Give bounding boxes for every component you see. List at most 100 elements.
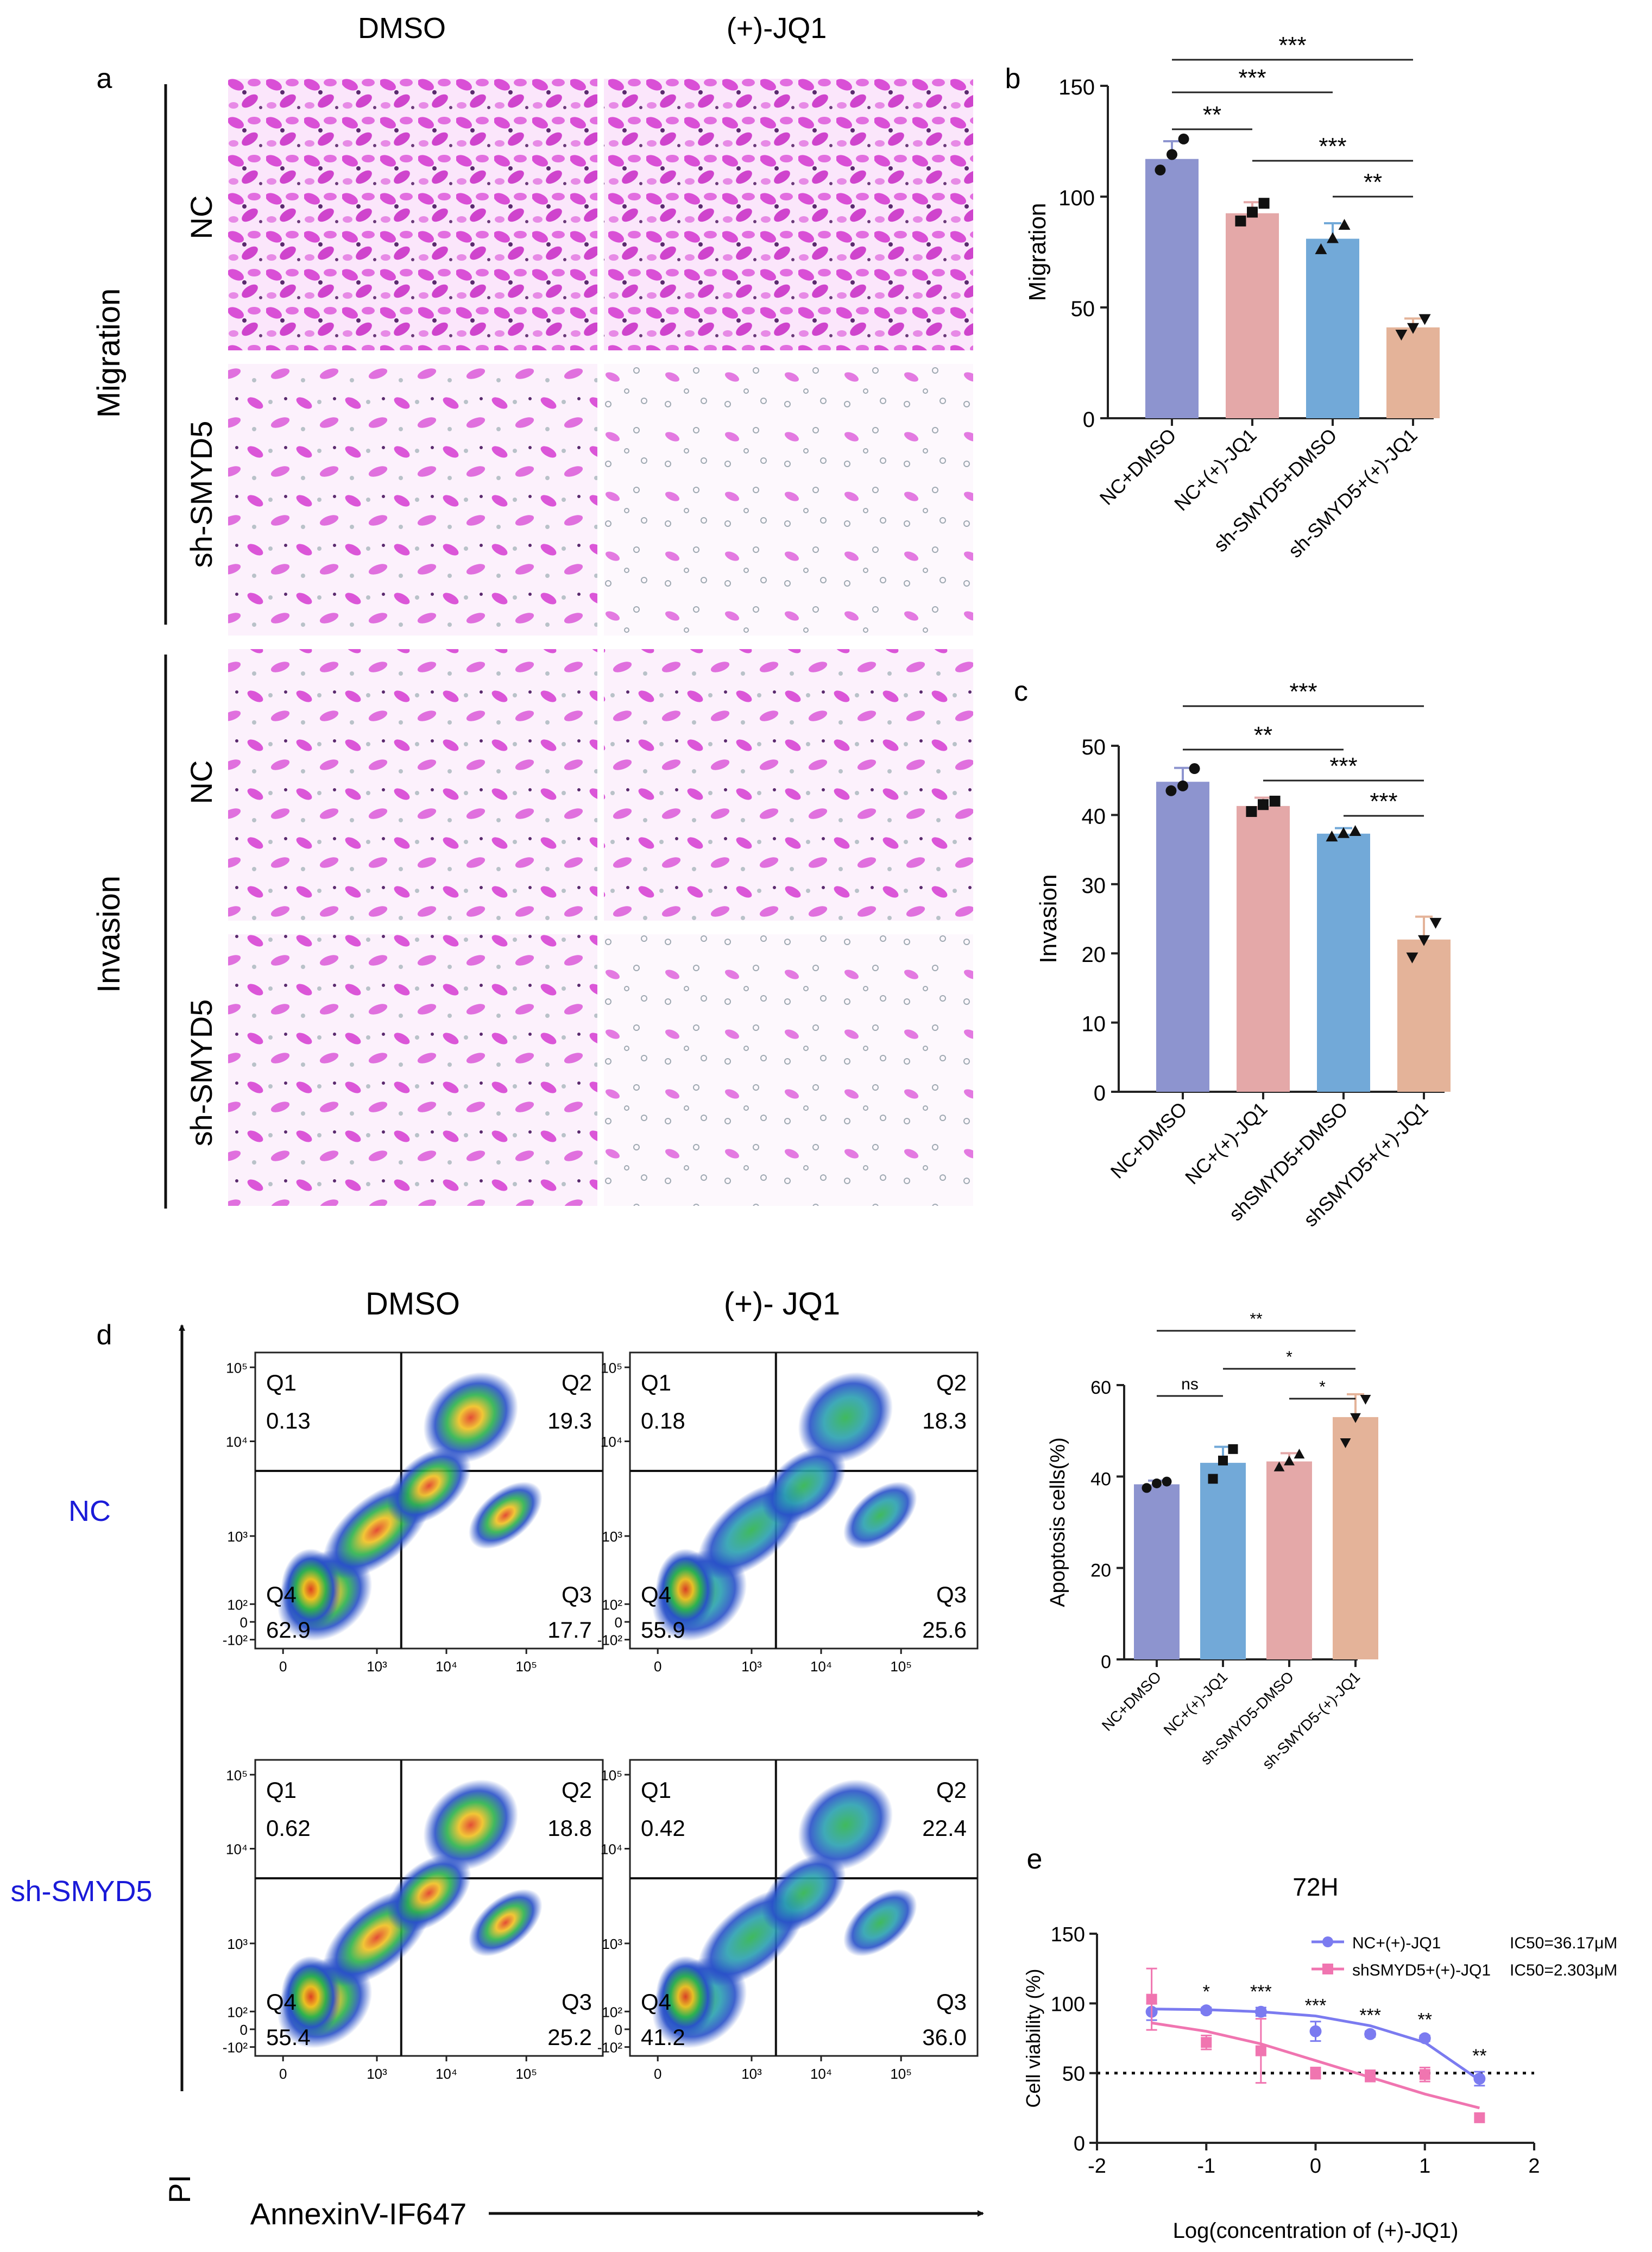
- y-tick-label: 20: [1090, 1561, 1111, 1581]
- q3-value: 25.2: [547, 2024, 592, 2050]
- bar: [1226, 213, 1279, 418]
- bar: [1134, 1484, 1180, 1659]
- x-tick-label: NC+(+)-JQ1: [1161, 1668, 1231, 1739]
- row-label-sh-invasion: sh-SMYD5: [184, 999, 218, 1147]
- data-point: [1309, 2025, 1322, 2037]
- q3-value: 17.7: [547, 1617, 592, 1643]
- data-point: [1189, 763, 1200, 775]
- y-tick-label: 10: [1082, 1012, 1106, 1036]
- bar: [1200, 1463, 1246, 1659]
- data-point: [1165, 785, 1177, 796]
- panel-letter-b: b: [1005, 63, 1021, 95]
- flow-row-label-sh: sh-SMYD5: [10, 1875, 152, 1908]
- data-point: [1406, 952, 1418, 964]
- col-label-dmso: DMSO: [358, 12, 446, 45]
- significance-label: *: [1286, 1348, 1292, 1366]
- micrograph-nc-invasion-dmso: [228, 649, 597, 921]
- data-point: [1365, 2070, 1376, 2081]
- micrograph-nc-migration-jq1: [604, 79, 973, 350]
- flow-x-tick-label: 10⁵: [890, 2066, 912, 2082]
- flow-x-tick-label: 10⁵: [515, 2066, 537, 2082]
- flow-x-tick-label: 10⁴: [436, 2066, 457, 2082]
- y-tick-label: 0: [1074, 2133, 1085, 2155]
- flow-y-tick-label: 10⁴: [226, 1841, 248, 1858]
- y-axis-label: Cell viability (%): [1022, 1968, 1044, 2108]
- data-point: [1208, 1474, 1218, 1484]
- q1-label: Q1: [641, 1370, 671, 1395]
- flow-x-tick-label: 0: [654, 2066, 661, 2082]
- flow-y-tick-label: 0: [615, 1614, 622, 1631]
- significance-label: ***: [1319, 133, 1346, 160]
- flow-y-tick-label: 10⁴: [601, 1841, 622, 1858]
- q4-label: Q4: [641, 1582, 671, 1607]
- flow-x-tick-label: 10³: [741, 2066, 762, 2082]
- q1-value: 0.13: [266, 1408, 311, 1433]
- flow-y-tick-label: 10²: [227, 1596, 248, 1613]
- data-point: [1258, 198, 1270, 209]
- q3-label: Q3: [562, 1989, 592, 2015]
- chart-invasion: 01020304050InvasionNC+DMSONC+(+)-JQ1shSM…: [1035, 678, 1451, 1231]
- y-tick-label: 100: [1051, 1993, 1085, 2016]
- flow-x-tick-label: 10⁴: [810, 1658, 832, 1675]
- col-label-jq1: (+)-JQ1: [727, 12, 827, 45]
- data-point: [1326, 831, 1338, 842]
- bar: [1306, 238, 1359, 418]
- flow-y-tick-label: 10⁴: [601, 1434, 622, 1450]
- chart-migration: 050100150MigrationNC+DMSONC+(+)-JQ1sh-SM…: [1024, 32, 1440, 562]
- data-point: [1340, 1438, 1351, 1449]
- y-tick-label: 150: [1051, 1923, 1085, 1946]
- x-tick-label: 2: [1528, 2155, 1540, 2178]
- data-point: [1429, 917, 1442, 929]
- flow-y-tick-label: 10⁵: [601, 1767, 622, 1783]
- flow-row-label-nc: NC: [68, 1495, 111, 1527]
- q1-value: 0.18: [641, 1408, 685, 1433]
- flow-x-tick-label: 0: [279, 1658, 287, 1675]
- flow-density-core: [281, 1956, 341, 2037]
- significance-label: **: [1418, 2009, 1432, 2030]
- bar: [1333, 1417, 1378, 1659]
- flow-y-tick-label: 10³: [227, 1936, 248, 1952]
- data-point: [1395, 329, 1408, 341]
- significance-label: **: [1472, 2046, 1486, 2066]
- q4-label: Q4: [641, 1989, 671, 2015]
- q2-label: Q2: [936, 1777, 967, 1803]
- significance-label: ***: [1370, 788, 1397, 815]
- x-tick-label: 0: [1310, 2155, 1321, 2178]
- flow-y-tick-label: 0: [240, 1614, 248, 1631]
- q1-label: Q1: [641, 1777, 671, 1803]
- significance-label: **: [1203, 102, 1221, 128]
- q2-value: 22.4: [922, 1815, 967, 1841]
- data-point: [1235, 215, 1246, 227]
- y-axis-label: Migration: [1024, 203, 1051, 301]
- q2-label: Q2: [936, 1370, 967, 1395]
- data-point: [1310, 2067, 1321, 2079]
- bar: [1397, 939, 1451, 1092]
- flow-y-tick-label: -10²: [223, 1632, 248, 1649]
- x-tick-label: NC+DMSO: [1099, 1668, 1164, 1734]
- q4-label: Q4: [266, 1582, 297, 1607]
- data-point: [1349, 825, 1361, 836]
- data-point: [1269, 795, 1281, 807]
- x-axis-label: Log(concentration of (+)-JQ1): [1173, 2219, 1459, 2243]
- flow-x-tick-label: 10⁵: [515, 1658, 537, 1675]
- data-point: [1284, 1455, 1295, 1465]
- data-point: [1364, 2028, 1377, 2040]
- data-point: [1246, 806, 1257, 817]
- y-tick-label: 0: [1101, 1652, 1111, 1672]
- y-tick-label: 0: [1083, 408, 1095, 432]
- data-point: [1273, 1461, 1285, 1471]
- flow-density-cloud: [798, 1779, 893, 1871]
- legend-label-sh: shSMYD5+(+)-JQ1: [1352, 1961, 1491, 1979]
- data-point: [1350, 1413, 1361, 1423]
- data-point: [1152, 1478, 1162, 1488]
- flow-x-tick-label: 10⁴: [810, 2066, 832, 2082]
- q3-label: Q3: [562, 1582, 592, 1607]
- flow-col-label-jq1: (+)- JQ1: [724, 1286, 840, 1322]
- data-point: [1294, 1449, 1305, 1459]
- micrograph-nc-invasion-jq1: [604, 649, 973, 921]
- chart-apoptosis: 0 20 40 60 Apoptosis cells(%) NC+DMSONC+(+)-J…: [1046, 1310, 1378, 1772]
- legend-label-nc: NC+(+)-JQ1: [1352, 1934, 1441, 1952]
- x-tick-label: NC+DMSO: [1095, 424, 1181, 509]
- panel-letter-e: e: [1027, 1844, 1043, 1875]
- flow-y-tick-label: 10²: [602, 2004, 622, 2020]
